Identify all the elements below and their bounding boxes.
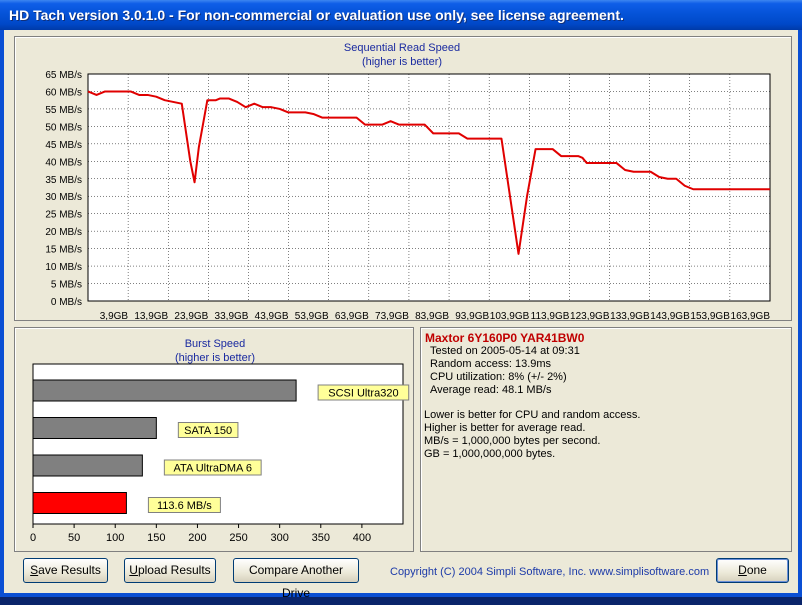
x-tick-label: 43,9GB [255,311,289,320]
x-tick-label: 163,9GB [731,311,771,320]
note-cpu-random: Lower is better for CPU and random acces… [424,409,641,421]
window-title: HD Tach version 3.0.1.0 - For non-commer… [9,7,624,23]
y-tick-label: 60 MB/s [45,87,82,98]
note-mbs-definition: MB/s = 1,000,000 bytes per second. [424,435,601,447]
x-tick-label: 93,9GB [455,311,489,320]
drive-name: Maxtor 6Y160P0 YAR41BW0 [425,331,585,345]
y-tick-label: 10 MB/s [45,262,82,273]
copyright-link[interactable]: Copyright (C) 2004 Simpli Software, Inc.… [390,566,710,578]
x-tick-label: 350 [312,532,330,544]
x-tick-label: 123,9GB [570,311,610,320]
x-tick-label: 50 [68,532,80,544]
x-tick-label: 300 [270,532,288,544]
y-tick-label: 50 MB/s [45,122,82,133]
y-tick-label: 5 MB/s [51,280,82,291]
burst-bar [32,417,157,439]
x-tick-label: 0 [30,532,36,544]
y-tick-label: 30 MB/s [45,192,82,203]
x-tick-label: 3,9GB [100,311,129,320]
bar-label-box [163,459,262,476]
x-tick-label: 53,9GB [295,311,329,320]
upload-label: pload Results [137,563,211,577]
bar-label: 113.6 MB/s [157,500,212,512]
title-bar[interactable]: HD Tach version 3.0.1.0 - For non-commer… [0,0,802,30]
y-tick-label: 15 MB/s [45,245,82,256]
y-tick-label: 45 MB/s [45,140,82,151]
average-read-text: Average read: 48.1 MB/s [430,384,552,396]
x-tick-label: 100 [106,532,124,544]
y-tick-label: 25 MB/s [45,210,82,221]
compare-another-drive-button[interactable]: Compare Another Drive [233,558,359,600]
window-border-left [0,30,4,597]
x-tick-label: 200 [188,532,206,544]
done-button[interactable]: Done [716,558,789,583]
x-tick-label: 63,9GB [335,311,369,320]
cpu-utilization-text: CPU utilization: 8% (+/- 2%) [430,371,567,383]
x-tick-label: 83,9GB [415,311,449,320]
done-hotkey: D [738,563,747,577]
chart-subtitle: (higher is better) [362,56,442,68]
x-tick-label: 250 [229,532,247,544]
x-tick-label: 113,9GB [531,311,570,320]
y-tick-label: 0 MB/s [51,297,82,308]
bar-label: SATA 150 [184,425,232,437]
save-hotkey: S [30,563,39,577]
sequential-read-panel: 0 MB/s 5 MB/s 10 MB/s 15 MB/s 20 MB/s 25 MB/s… [14,36,792,322]
sequential-read-chart: 0 MB/s 5 MB/s 10 MB/s 15 MB/s 20 MB/s 25 MB/s… [45,42,771,322]
x-tick-label: 73,9GB [375,311,409,320]
y-tick-label: 65 MB/s [45,70,82,81]
bar-label: SCSI Ultra320 [328,388,398,400]
note-gb-definition: GB = 1,000,000,000 bytes. [424,448,556,460]
tested-on-text: Tested on 2005-05-14 at 09:31 [430,345,580,357]
y-tick-label: 55 MB/s [45,105,82,116]
note-average-read: Higher is better for average read. [424,422,586,434]
save-label: ave Results [38,563,101,577]
x-tick-label: 133,9GB [610,311,650,320]
x-tick-label: 153,9GB [690,311,730,320]
done-label: one [746,563,767,577]
save-results-button[interactable]: Save Results [23,558,108,583]
bar-label-box [317,384,410,401]
bar-label: ATA UltraDMA 6 [174,463,252,475]
y-tick-label: 20 MB/s [45,227,82,238]
burst-speed-chart: Burst Speed (higher is better) SCSI Ultra3… [30,338,410,544]
window-border-right [798,30,802,597]
burst-subtitle: (higher is better) [175,352,255,364]
read-speed-line [87,90,770,255]
x-tick-label: 13,9GB [134,311,168,320]
burst-bar [32,454,143,477]
y-tick-label: 40 MB/s [45,157,82,168]
burst-bar [32,492,127,514]
window-border-bottom [0,593,802,597]
x-tick-label: 103,9GB [490,311,530,320]
x-tick-label: 150 [147,532,165,544]
upload-results-button[interactable]: Upload Results [124,558,216,583]
chart-title: Sequential Read Speed [344,42,460,54]
bar-label-box [147,497,221,513]
x-tick-label: 23,9GB [174,311,208,320]
burst-bar [32,379,297,402]
burst-speed-panel: Burst Speed (higher is better) SCSI Ultra3… [14,327,414,552]
random-access-text: Random access: 13.9ms [430,358,552,370]
y-tick-label: 35 MB/s [45,175,82,186]
x-tick-label: 400 [353,532,371,544]
burst-title: Burst Speed [185,338,246,350]
drive-info-panel: Maxtor 6Y160P0 YAR41BW0 Tested on 2005-0… [420,327,792,552]
upload-hotkey: U [129,563,138,577]
x-tick-label: 33,9GB [215,311,249,320]
plot-area [87,73,771,302]
x-tick-label: 143,9GB [650,311,690,320]
bar-label-box [177,422,239,438]
